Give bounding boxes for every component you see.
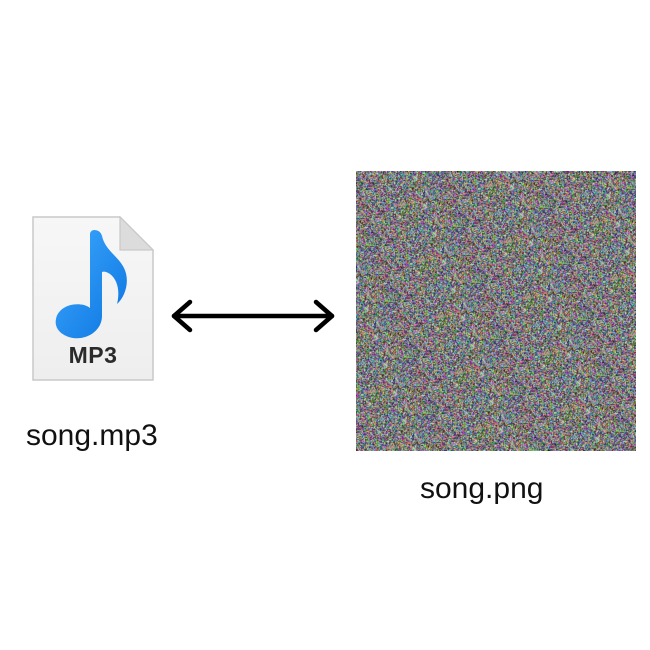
document-icon: [32, 216, 154, 381]
mp3-badge: MP3: [68, 342, 118, 368]
mp3-filename-label: song.mp3: [26, 419, 158, 452]
music-note-icon: [55, 230, 127, 339]
noise-canvas: [356, 171, 636, 451]
png-filename-label: song.png: [420, 472, 544, 505]
double-headed-arrow-icon: [171, 299, 335, 333]
mp3-file-icon: MP3: [32, 216, 154, 381]
png-noise-image: [356, 171, 636, 451]
